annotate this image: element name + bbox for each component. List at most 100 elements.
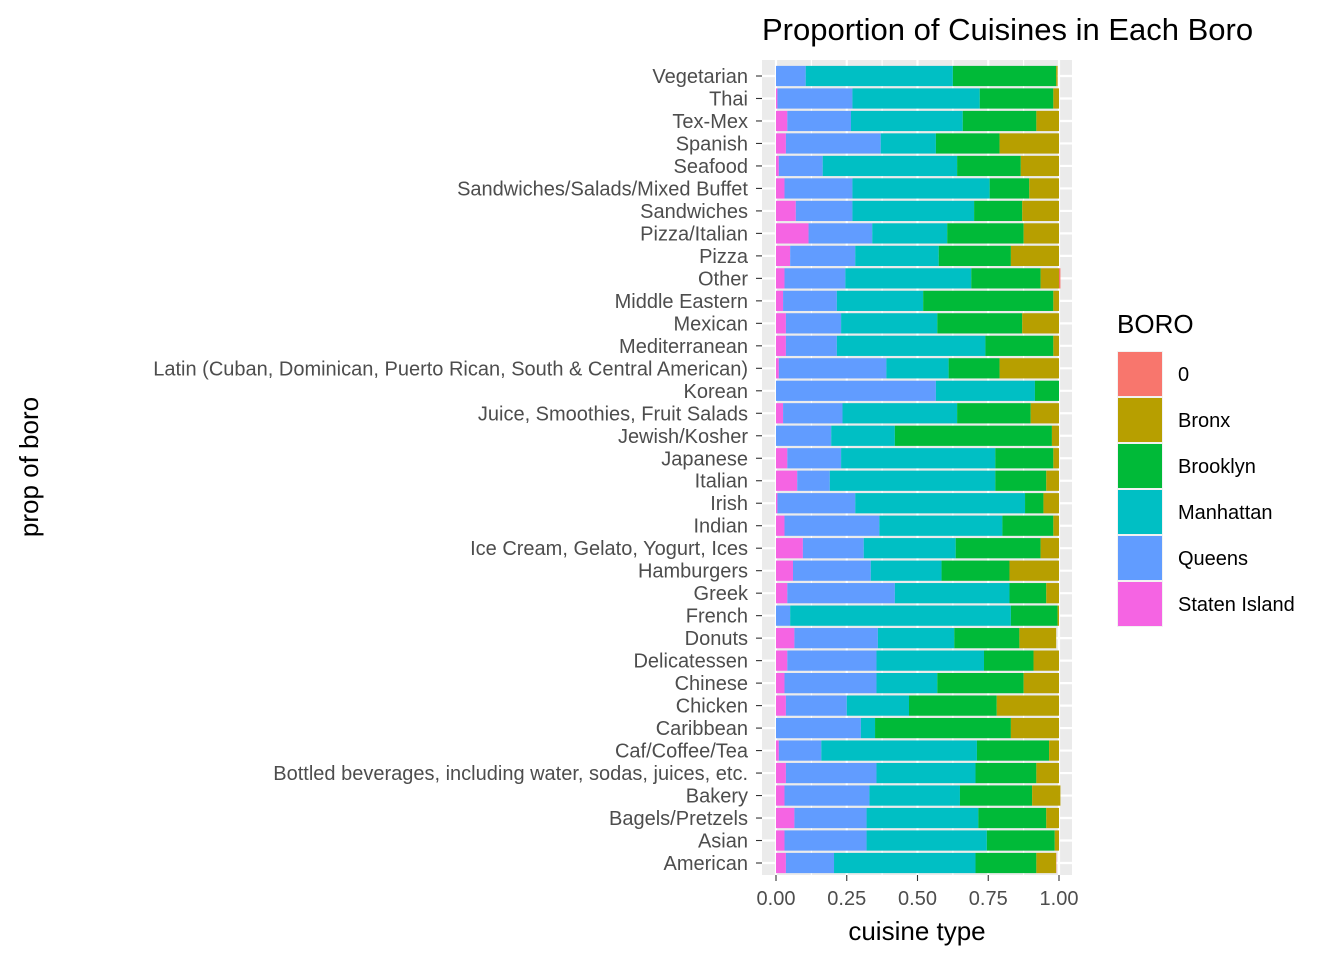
bars [776, 65, 1061, 874]
bar-segment-manhattan [855, 245, 939, 267]
y-tick-label: Thai [709, 88, 748, 110]
y-tick-label: Chicken [676, 696, 748, 718]
legend-swatch [1118, 536, 1162, 580]
bar-segment-bronx [1043, 493, 1059, 514]
x-tick-label: 0.75 [969, 888, 1008, 910]
bar-segment-queens [785, 133, 881, 154]
bar-segment-bronx [1040, 268, 1059, 289]
legend: BORO 0 Bronx Brooklyn Manhattan Queens Staten… [1117, 309, 1295, 627]
bar-segment-staten-island [776, 155, 779, 177]
bar-segment-manhattan [876, 762, 976, 784]
y-tick-label: Pizza/Italian [640, 223, 748, 245]
bar-segment-bronx [1046, 583, 1059, 604]
bar-segment-manhattan [935, 380, 1035, 401]
bar-segment-brooklyn [1025, 493, 1044, 514]
bar-segment-staten-island [776, 290, 784, 311]
x-tick-label: 0.50 [898, 888, 937, 910]
bar-segment-manhattan [860, 717, 876, 739]
y-tick-label: Indian [694, 516, 749, 538]
bar-segment-bronx [1022, 200, 1059, 222]
bar-segment-queens [784, 672, 877, 694]
bar-segment-manhattan [894, 583, 1010, 604]
bar-segment-staten-island [776, 807, 795, 829]
y-tick-label: Japanese [661, 448, 748, 470]
bar-segment-queens [792, 560, 871, 581]
bar-segment-manhattan [790, 605, 1011, 626]
y-tick-label: Asian [698, 831, 748, 853]
bar-segment-bronx [1046, 470, 1059, 491]
bar-segment-brooklyn [971, 268, 1041, 289]
bar-segment-manhattan [836, 290, 924, 311]
bar-segment-queens [776, 425, 832, 446]
bar-segment-staten-island [776, 583, 788, 604]
y-tick-label: Sandwiches [640, 201, 748, 223]
y-tick-label: Mediterranean [619, 336, 748, 358]
y-tick-label: Hamburgers [638, 561, 748, 583]
y-tick-label: Middle Eastern [615, 291, 748, 313]
bar-segment-manhattan [831, 425, 895, 446]
bar-segment-brooklyn [978, 807, 1047, 829]
bar-segment-bronx [1046, 807, 1059, 829]
bar-segment-staten-island [776, 268, 785, 289]
bar-segment-brooklyn [959, 785, 1033, 806]
bar-segment-staten-island [776, 88, 778, 109]
bar-segment-manhattan [855, 493, 1026, 514]
bar-segment-queens [784, 830, 867, 851]
bar-segment-staten-island [776, 403, 784, 424]
bar-segment-bronx [1036, 762, 1059, 784]
y-tick-label: Mexican [674, 313, 748, 335]
bar-segment-queens [785, 695, 847, 716]
bar-segment-queens [785, 852, 835, 874]
legend-title: BORO [1117, 309, 1194, 339]
bar-segment-manhattan [869, 785, 960, 806]
bar-segment-queens [797, 470, 830, 491]
bar-segment-brooklyn [955, 538, 1041, 559]
bar-segment-manhattan [876, 650, 985, 671]
bar-segment-bronx [1009, 560, 1059, 581]
legend-label: 0 [1178, 364, 1189, 386]
bar-segment-staten-island [776, 358, 779, 379]
y-tick-label: French [686, 606, 748, 628]
bar-segment-queens [802, 538, 864, 559]
y-tick-label: Delicatessen [633, 651, 748, 673]
bar-segment-staten-island [776, 762, 786, 784]
bar-segment-queens [795, 200, 853, 222]
y-tick-label: Korean [684, 381, 749, 403]
bar-segment-queens [794, 807, 867, 829]
y-tick-label: Italian [695, 471, 748, 493]
bar-segment-brooklyn [954, 628, 1020, 649]
bar-segment-staten-island [776, 245, 791, 267]
bar-segment-0 [1059, 268, 1061, 289]
bar-segment-bronx [1056, 65, 1058, 87]
y-tick-label: Chinese [675, 673, 748, 695]
bar-segment-manhattan [876, 672, 938, 694]
bar-segment-queens [778, 740, 822, 761]
bar-segment-queens [776, 65, 806, 87]
bar-segment-manhattan [872, 223, 948, 244]
bar-segment-bronx [996, 695, 1059, 716]
bar-segment-brooklyn [938, 245, 1011, 267]
bar-segment-brooklyn [935, 133, 1000, 154]
bar-segment-bronx [1010, 717, 1059, 739]
bar-segment-manhattan [836, 335, 986, 356]
bar-segment-brooklyn [975, 762, 1037, 784]
bar-segment-bronx [1023, 672, 1059, 694]
bar-segment-staten-island [776, 560, 793, 581]
legend-swatch [1118, 352, 1162, 396]
bar-segment-manhattan [822, 155, 958, 177]
bar-segment-staten-island [776, 672, 785, 694]
bar-segment-staten-island [776, 178, 785, 199]
bar-segment-brooklyn [1009, 583, 1047, 604]
bar-segment-queens [784, 268, 846, 289]
y-tick-label: Jewish/Kosher [618, 426, 748, 448]
bar-segment-brooklyn [984, 650, 1034, 671]
bar-segment-staten-island [776, 740, 779, 761]
bar-segment-brooklyn [937, 313, 1023, 334]
bar-segment-brooklyn [957, 155, 1021, 177]
bar-segment-brooklyn [975, 852, 1037, 874]
bar-segment-brooklyn [894, 425, 1052, 446]
bar-segment-brooklyn [909, 695, 997, 716]
bar-segment-bronx [1030, 403, 1059, 424]
bar-segment-bronx [1053, 88, 1059, 109]
bar-segment-brooklyn [923, 290, 1054, 311]
